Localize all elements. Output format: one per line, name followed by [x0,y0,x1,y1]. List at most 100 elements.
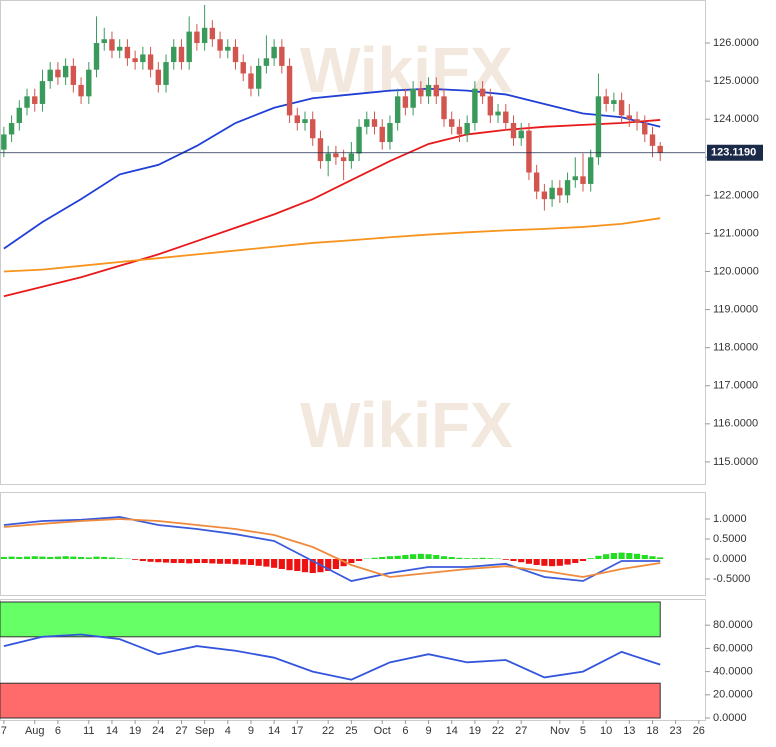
histogram-bar [525,559,533,564]
candle-body [178,46,185,63]
histogram-bar [572,559,579,563]
y-tick-label: 117.0000 [713,380,758,392]
x-tick-label: 5 [580,725,586,737]
candle-body [603,96,609,104]
candle-body [132,58,138,63]
histogram-bar [31,556,38,559]
y-tick-label: 20.0000 [713,689,753,701]
histogram-bar [209,559,216,564]
candle-body [225,46,231,51]
histogram-bar [301,559,309,573]
candle-body [140,54,146,63]
histogram-bar [410,554,417,559]
histogram-bar [633,553,641,559]
overbought-band [0,601,661,638]
histogram-bar [155,559,162,563]
x-tick-label: 9 [425,725,431,737]
candle-body [626,115,633,120]
histogram-bar [549,559,556,567]
histogram-bar [440,556,448,559]
histogram-bar [610,553,617,559]
histogram-bar [649,556,656,559]
candle-body [510,122,517,139]
x-tick-label: 17 [291,725,303,737]
candle-body [186,31,192,63]
histogram-bar [371,557,378,559]
x-tick-label: 27 [515,725,527,737]
candle-body [8,122,15,135]
candle-body [418,88,424,97]
last-price-box [707,144,763,161]
x-tick-label: Sep [195,725,215,737]
x-tick-label: 14 [268,725,280,737]
histogram-bar [518,559,525,563]
histogram-bar [471,558,478,559]
candle-body [649,134,656,146]
histogram-bar [309,559,316,573]
x-tick-label: 26 [693,725,705,737]
x-tick-label: 14 [106,725,118,737]
y-tick-label: 80.0000 [713,619,753,631]
histogram-bar [216,559,224,564]
histogram-bar [240,559,247,565]
candle-body [379,126,385,143]
candle-body [495,111,501,116]
histogram-bar [278,559,285,569]
candle-body [101,39,107,44]
candle-body [232,46,239,63]
candle-body [286,65,293,116]
candle-body [248,73,254,89]
histogram-bar [0,557,7,559]
candle-body [55,69,61,78]
x-tick-label: 4 [225,725,231,737]
candle-body [518,130,524,139]
histogram-bar [386,556,394,559]
histogram-bar [286,559,293,571]
candle-body [263,58,270,66]
candle-body [1,134,7,150]
histogram-bar [556,559,563,566]
histogram-bar [54,556,62,559]
candle-body [78,84,84,97]
y-tick-label: 122.0000 [713,189,759,201]
candle-body [549,187,555,200]
candle-body [410,88,416,108]
candle-body [371,119,378,127]
y-tick-label: 118.0000 [713,342,758,354]
histogram-bar [39,556,46,559]
candle-body [533,172,540,192]
histogram-bar [332,559,339,569]
histogram-bar [132,559,139,560]
histogram-bar [294,559,301,571]
x-tick-label: 27 [175,725,187,737]
candle-body [209,27,216,40]
rsi-panel [0,599,706,721]
candle-body [402,96,409,108]
histogram-bar [479,557,486,559]
x-tick-label: 7 [1,725,7,737]
candle-body [572,176,578,181]
candle-body [325,153,331,162]
candle-body [580,176,586,184]
y-tick-label: 40.0000 [713,666,753,678]
histogram-bar [255,559,262,566]
candle-body [642,122,648,135]
candle-body [255,65,262,89]
moving-average [3,217,661,273]
histogram-bar [657,557,664,559]
histogram-bar [487,558,494,559]
candle-body [657,145,663,153]
histogram-bar [348,559,355,563]
y-tick-label: 0.5000 [713,533,747,545]
candle-body [116,46,123,51]
candle-body [124,46,131,59]
histogram-bar [247,559,255,565]
histogram-bar [85,557,92,559]
y-tick-label: -0.5000 [713,573,750,585]
candle-body [557,187,563,196]
candle-body [62,65,69,78]
histogram-bar [587,558,594,559]
histogram-bar [579,559,587,561]
candle-body [279,46,285,66]
y-tick-label: 0.0000 [713,712,747,724]
